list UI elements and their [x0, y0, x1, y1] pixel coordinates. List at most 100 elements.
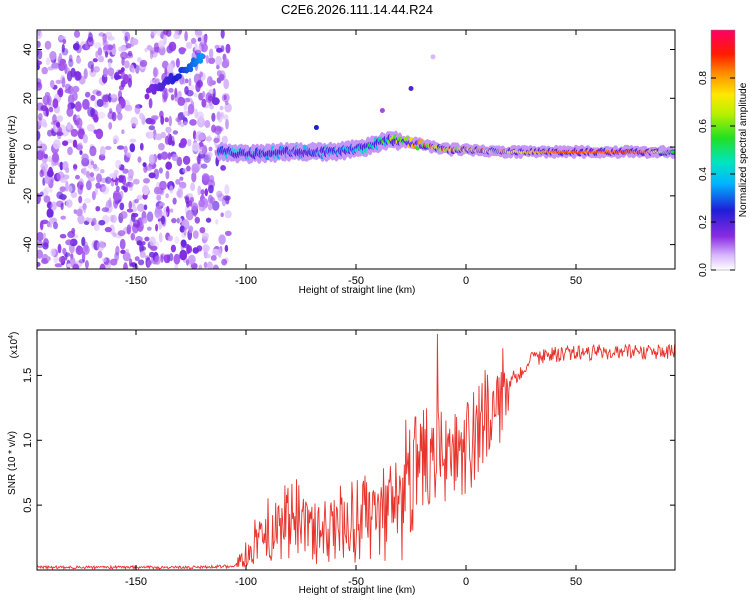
heatmap-speckle [208, 181, 212, 186]
heatmap-speckle [65, 67, 70, 73]
heatmap-speckle [49, 188, 53, 193]
heatmap-speckle [198, 199, 206, 208]
heatmap-speckle [199, 71, 203, 78]
colorbar-label: Normalized spectral amplitude [738, 82, 749, 217]
heatmap-speckle [174, 235, 180, 245]
heatmap-speckle [104, 50, 109, 58]
heatmap-speckle [117, 112, 123, 121]
heatmap-speckle [224, 103, 232, 113]
heatmap-speckle [190, 182, 196, 192]
heatmap-speckle [161, 60, 169, 69]
spectrogram-x-tick-label: -100 [235, 275, 257, 287]
heatmap-speckle [108, 61, 112, 68]
heatmap-speckle [170, 244, 176, 253]
heatmap-speckle [66, 70, 73, 82]
heatmap-speckle [118, 46, 125, 52]
heatmap-speckle [99, 146, 106, 157]
heatmap-speckle [55, 79, 62, 84]
heatmap-speckle [79, 184, 84, 191]
snr-multiplier-label: (x104) [8, 332, 20, 359]
heatmap-speckle [116, 145, 125, 150]
heatmap-speckle [102, 100, 107, 105]
heatmap-speckle [91, 190, 96, 201]
heatmap-speckle [73, 71, 78, 77]
heatmap-speckle [218, 234, 226, 245]
heatmap-speckle [65, 199, 73, 208]
heatmap-speckle [172, 130, 179, 135]
heatmap-speckle [139, 142, 144, 151]
spectrogram-panel: -150 -100 -50 0 50 -40 -20 0 20 40 Height of stra… [7, 29, 676, 296]
heatmap-speckle [222, 114, 229, 120]
heatmap-speckle [189, 119, 197, 126]
heatmap-speckle [104, 226, 112, 233]
heatmap-speckle [42, 232, 46, 240]
heatmap-speckle [128, 200, 133, 210]
heatmap-speckle [59, 58, 66, 65]
heatmap-speckle [51, 160, 55, 168]
heatmap-speckle [96, 173, 102, 183]
heatmap-speckle [224, 244, 229, 253]
heatmap-speckle [171, 140, 175, 146]
heatmap-speckle [109, 224, 115, 235]
heatmap-speckle [87, 123, 95, 132]
heatmap-speckle [122, 251, 131, 262]
heatmap-speckle [60, 177, 67, 184]
heatmap-speckle [108, 197, 112, 208]
colorbar-gradient [710, 29, 736, 271]
heatmap-speckle [215, 55, 222, 66]
heatmap-speckle [76, 56, 82, 64]
heatmap-speckle [121, 129, 125, 134]
heatmap-speckle [220, 30, 225, 39]
heatmap-speckle [46, 221, 51, 228]
heatmap-speckle [72, 85, 80, 93]
heatmap-speckle [159, 180, 167, 191]
heatmap-speckle [179, 249, 188, 261]
heatmap-speckle [73, 30, 81, 38]
heatmap-speckle [41, 66, 48, 75]
heatmap-speckle [72, 43, 80, 51]
heatmap-speckle [184, 30, 188, 42]
heatmap-speckle [208, 48, 214, 59]
heatmap-speckle [208, 146, 213, 152]
heatmap-speckle [115, 185, 120, 192]
heatmap-speckle [81, 153, 89, 163]
heatmap-speckle [39, 143, 48, 152]
heatmap-speckle [154, 205, 162, 215]
heatmap-speckle [202, 244, 210, 253]
heatmap-speckle [179, 176, 184, 181]
heatmap-speckle [124, 35, 128, 45]
heatmap-speckle [174, 30, 179, 35]
heatmap-speckle [46, 208, 54, 219]
heatmap-speckle [197, 37, 202, 42]
heatmap-speckle [130, 262, 137, 267]
heatmap-speckle [165, 30, 172, 37]
snr-x-tick-label: 0 [463, 576, 469, 588]
heatmap-speckle [93, 66, 100, 73]
snr-x-tick-label: -100 [235, 576, 257, 588]
heatmap-speckle [81, 236, 86, 247]
heatmap-speckle [176, 156, 183, 167]
heatmap-speckle [208, 184, 214, 194]
heatmap-speckle [224, 210, 232, 219]
heatmap-speckle [86, 180, 92, 191]
heatmap-speckle [113, 169, 119, 176]
heatmap-speckle [190, 37, 197, 45]
heatmap-speckle [50, 201, 58, 211]
heatmap-speckle [180, 138, 188, 147]
heatmap-speckle [221, 258, 228, 266]
heatmap-spur-cell [144, 93, 150, 100]
heatmap-speckle [162, 210, 168, 218]
heatmap-speckle [90, 160, 95, 166]
heatmap-speckle [47, 156, 52, 163]
snr-multiplier-exponent: 4 [8, 335, 15, 339]
heatmap-speckle [83, 202, 87, 214]
heatmap-speckle [212, 264, 219, 269]
heatmap-speckle [201, 163, 208, 169]
heatmap-speckle [37, 78, 42, 85]
heatmap-speckle [130, 116, 139, 127]
heatmap-speckle [37, 40, 41, 48]
heatmap-speckle [52, 98, 59, 109]
heatmap-speckle [139, 59, 148, 67]
heatmap-speckle [133, 219, 141, 228]
heatmap-speckle [209, 196, 216, 205]
